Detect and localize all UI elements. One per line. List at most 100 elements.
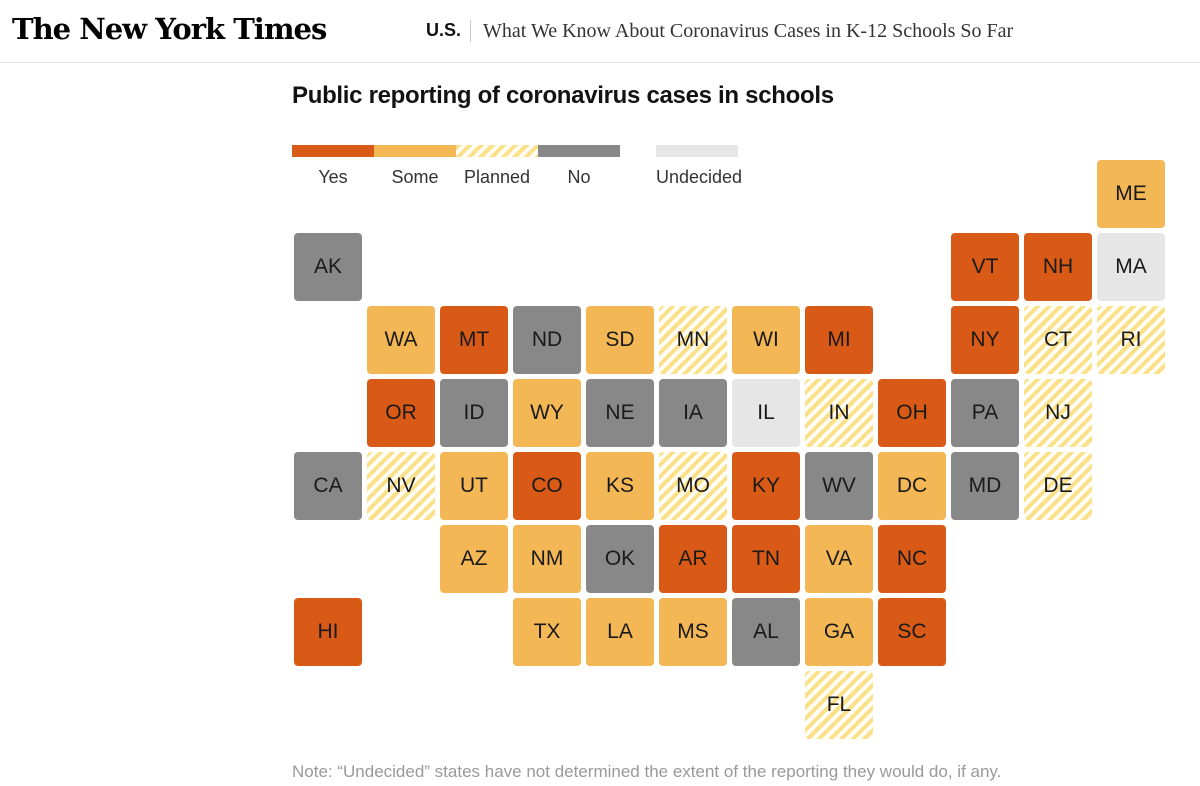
state-label: TN — [752, 547, 780, 570]
state-tile-ut[interactable]: UT — [440, 452, 508, 520]
state-label: CO — [531, 474, 563, 497]
state-tile-nm[interactable]: NM — [513, 525, 581, 593]
state-label: NC — [896, 547, 928, 570]
legend-item-no: No — [538, 145, 620, 188]
state-tile-nj[interactable]: NJ — [1024, 379, 1092, 447]
state-tile-id[interactable]: ID — [440, 379, 508, 447]
state-tile-ak[interactable]: AK — [294, 233, 362, 301]
state-tile-va[interactable]: VA — [805, 525, 873, 593]
state-tile-hi[interactable]: HI — [294, 598, 362, 666]
state-tile-ma[interactable]: MA — [1097, 233, 1165, 301]
state-tile-in[interactable]: IN — [805, 379, 873, 447]
state-tile-wy[interactable]: WY — [513, 379, 581, 447]
state-tile-nc[interactable]: NC — [878, 525, 946, 593]
state-tile-de[interactable]: DE — [1024, 452, 1092, 520]
legend-item-some: Some — [374, 145, 456, 188]
state-tile-sc[interactable]: SC — [878, 598, 946, 666]
state-label: MS — [677, 620, 709, 643]
state-tile-ks[interactable]: KS — [586, 452, 654, 520]
state-label: NV — [386, 474, 416, 497]
state-label: MD — [968, 474, 1002, 497]
nyt-logo[interactable]: The New York Times — [12, 12, 327, 46]
state-tile-ar[interactable]: AR — [659, 525, 727, 593]
state-tile-mo[interactable]: MO — [659, 452, 727, 520]
state-label: ID — [463, 401, 485, 424]
state-label: AL — [753, 620, 779, 643]
state-tile-ky[interactable]: KY — [732, 452, 800, 520]
state-label: MT — [458, 328, 490, 351]
state-tile-me[interactable]: ME — [1097, 160, 1165, 228]
state-label: MN — [676, 328, 710, 351]
top-bar: The New York Times U.S. What We Know Abo… — [0, 0, 1200, 63]
legend-item-planned: Planned — [456, 145, 538, 188]
state-label: IA — [683, 401, 703, 424]
state-label: VA — [825, 547, 853, 570]
state-tile-mi[interactable]: MI — [805, 306, 873, 374]
state-tile-ms[interactable]: MS — [659, 598, 727, 666]
section-link[interactable]: U.S. — [426, 20, 462, 40]
state-tile-mn[interactable]: MN — [659, 306, 727, 374]
state-tile-ri[interactable]: RI — [1097, 306, 1165, 374]
state-label: AZ — [460, 547, 488, 570]
state-tile-md[interactable]: MD — [951, 452, 1019, 520]
legend-label-yes: Yes — [318, 167, 348, 187]
state-label: WA — [384, 328, 418, 351]
state-tile-al[interactable]: AL — [732, 598, 800, 666]
state-tile-oh[interactable]: OH — [878, 379, 946, 447]
state-label: DC — [896, 474, 928, 497]
state-label: TX — [533, 620, 561, 643]
state-label: AR — [678, 547, 708, 570]
state-tile-ca[interactable]: CA — [294, 452, 362, 520]
state-tile-tn[interactable]: TN — [732, 525, 800, 593]
state-tile-or[interactable]: OR — [367, 379, 435, 447]
state-label: KY — [751, 474, 780, 497]
legend-label-no: No — [567, 167, 591, 187]
state-tile-ok[interactable]: OK — [586, 525, 654, 593]
legend-item-undecided: Undecided — [656, 145, 743, 188]
header-divider — [470, 20, 471, 42]
state-label: CT — [1044, 328, 1072, 351]
legend-swatch-planned — [456, 145, 538, 157]
legend-label-undecided: Undecided — [656, 167, 743, 187]
state-tile-ct[interactable]: CT — [1024, 306, 1092, 374]
state-tile-dc[interactable]: DC — [878, 452, 946, 520]
state-tile-ne[interactable]: NE — [586, 379, 654, 447]
legend-swatch-no — [538, 145, 620, 157]
state-tile-la[interactable]: LA — [586, 598, 654, 666]
state-label: KS — [605, 474, 634, 497]
state-tile-fl[interactable]: FL — [805, 671, 873, 739]
state-tile-az[interactable]: AZ — [440, 525, 508, 593]
state-label: VT — [971, 255, 999, 278]
state-label: HI — [317, 620, 339, 643]
state-tile-nv[interactable]: NV — [367, 452, 435, 520]
state-tile-tx[interactable]: TX — [513, 598, 581, 666]
state-tile-nh[interactable]: NH — [1024, 233, 1092, 301]
state-label: AK — [313, 255, 342, 278]
state-label: FL — [826, 693, 852, 716]
state-tile-ia[interactable]: IA — [659, 379, 727, 447]
state-tile-co[interactable]: CO — [513, 452, 581, 520]
article-headline: What We Know About Coronavirus Cases in … — [483, 20, 1014, 42]
state-label: RI — [1120, 328, 1142, 351]
legend-swatch-undecided — [656, 145, 738, 157]
state-label: NJ — [1045, 401, 1071, 424]
state-label: IN — [828, 401, 850, 424]
state-tile-wv[interactable]: WV — [805, 452, 873, 520]
state-tile-ny[interactable]: NY — [951, 306, 1019, 374]
state-label: PA — [971, 401, 999, 424]
state-label: OR — [385, 401, 417, 424]
state-tile-wa[interactable]: WA — [367, 306, 435, 374]
state-tile-pa[interactable]: PA — [951, 379, 1019, 447]
state-label: NE — [605, 401, 635, 424]
state-tile-nd[interactable]: ND — [513, 306, 581, 374]
chart-note: Note: “Undecided” states have not determ… — [292, 762, 1002, 781]
state-label: UT — [460, 474, 488, 497]
state-label: SD — [605, 328, 635, 351]
state-tile-vt[interactable]: VT — [951, 233, 1019, 301]
state-tile-sd[interactable]: SD — [586, 306, 654, 374]
state-tile-mt[interactable]: MT — [440, 306, 508, 374]
state-tile-il[interactable]: IL — [732, 379, 800, 447]
state-tile-ga[interactable]: GA — [805, 598, 873, 666]
chart-title: Public reporting of coronavirus cases in… — [292, 82, 834, 109]
state-tile-wi[interactable]: WI — [732, 306, 800, 374]
